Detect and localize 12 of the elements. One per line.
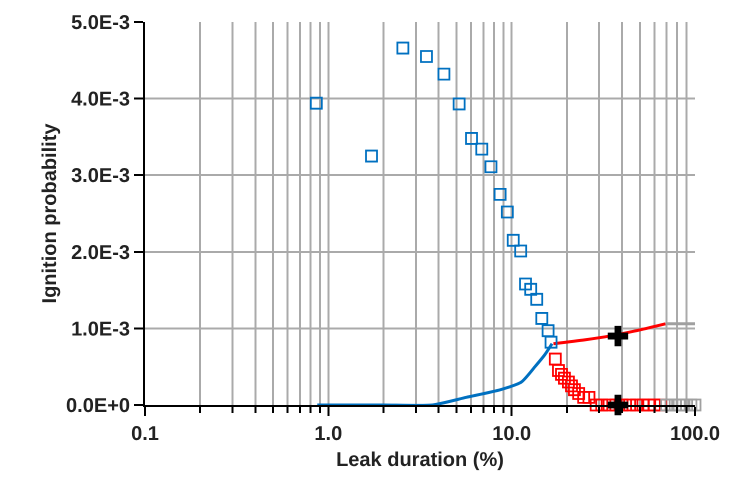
y-tick-label: 1.0E-3 <box>71 318 130 340</box>
x-tick-label: 1.0 <box>314 423 342 445</box>
y-tick-label: 3.0E-3 <box>71 165 130 188</box>
y-tick-label: 5.0E-3 <box>71 12 130 34</box>
y-tick-label: 4.0E-3 <box>71 88 130 111</box>
x-tick-label: 0.1 <box>131 423 159 445</box>
y-tick-label: 0.0E+0 <box>66 395 130 417</box>
x-tick-label: 100.0 <box>670 423 720 445</box>
x-axis-title: Leak duration (%) <box>336 449 504 471</box>
y-tick-label: 2.0E-3 <box>71 242 130 264</box>
x-tick-label: 10.0 <box>492 423 532 445</box>
y-axis-title: Ignition probability <box>39 122 62 304</box>
